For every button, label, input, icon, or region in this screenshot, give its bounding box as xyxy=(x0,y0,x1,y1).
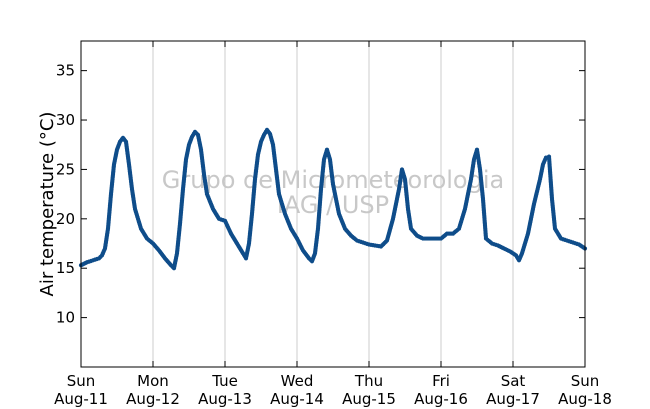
x-tick-day-label: Tue xyxy=(211,372,238,390)
x-axis-ticks: SunAug-11MonAug-12TueAug-13WedAug-14ThuA… xyxy=(54,41,612,408)
y-axis-title: Air temperature (°C) xyxy=(37,112,58,297)
y-tick-label: 25 xyxy=(56,160,75,178)
y-tick-label: 15 xyxy=(56,259,75,277)
x-tick-day-label: Mon xyxy=(137,372,169,390)
data-points xyxy=(78,127,588,271)
x-tick-date-label: Aug-14 xyxy=(270,390,324,408)
x-tick-day-label: Sun xyxy=(67,372,96,390)
y-tick-label: 35 xyxy=(56,62,75,80)
x-tick-day-label: Fri xyxy=(432,372,450,390)
x-tick-day-label: Wed xyxy=(281,372,314,390)
x-tick-date-label: Aug-13 xyxy=(198,390,252,408)
x-tick-date-label: Aug-17 xyxy=(486,390,540,408)
y-tick-label: 10 xyxy=(56,309,75,327)
y-axis-ticks: 10 15 20 25 30 35 xyxy=(56,62,585,327)
y-tick-label: 20 xyxy=(56,210,75,228)
x-tick-day-label: Sat xyxy=(501,372,526,390)
grid-lines xyxy=(152,41,514,367)
x-tick-day-label: Sun xyxy=(571,372,600,390)
y-tick-label: 30 xyxy=(56,111,75,129)
x-tick-day-label: Thu xyxy=(354,372,383,390)
x-tick-date-label: Aug-18 xyxy=(558,390,612,408)
x-tick-date-label: Aug-16 xyxy=(414,390,468,408)
plot-frame xyxy=(80,40,586,368)
x-tick-date-label: Aug-11 xyxy=(54,390,108,408)
watermark-line-2: IAG / USP xyxy=(277,191,389,219)
x-tick-date-label: Aug-15 xyxy=(342,390,396,408)
x-tick-date-label: Aug-12 xyxy=(126,390,180,408)
